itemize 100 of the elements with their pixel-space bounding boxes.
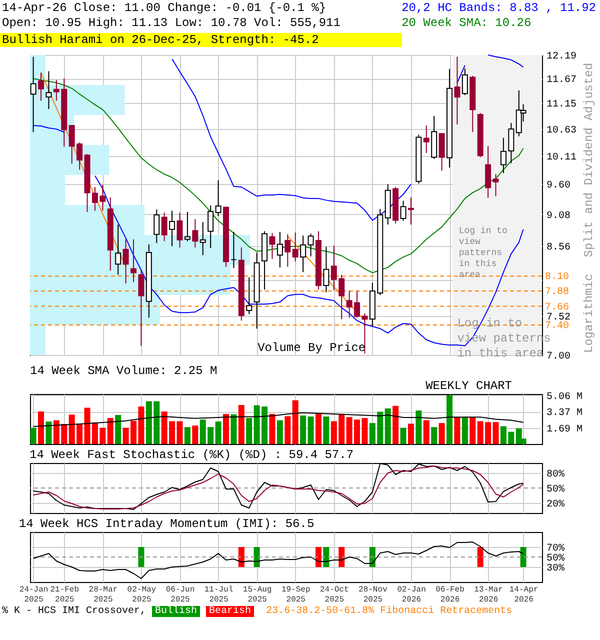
candlestick (122, 238, 129, 284)
x-tick-label: 14-Apr 2026 (509, 586, 538, 604)
text: Bullish (152, 606, 200, 617)
bar (438, 423, 445, 444)
bar (230, 414, 237, 444)
bar (292, 400, 298, 444)
x-tick-label: 02-Jan 2026 (397, 586, 426, 604)
bar (192, 426, 198, 444)
ref-line-label: 7.88 (545, 286, 570, 298)
y-tick-label: 50% (546, 554, 565, 564)
candlestick (46, 70, 52, 110)
candlestick (138, 270, 144, 346)
candlestick (454, 56, 460, 125)
candlestick (300, 235, 306, 273)
text: Bullish Harami on 26-Dec-25, Strength: -45.2 (0, 33, 402, 47)
y-tick-label: 10.63 (546, 126, 577, 137)
y-tick-label: 9.60 (546, 180, 571, 192)
candlestick (200, 222, 206, 256)
bar (107, 418, 114, 444)
y-tick-label: 9.08 (546, 210, 571, 222)
bar (308, 416, 314, 444)
chart-title: 14-Apr-26 Close: 11.00 Change: -0.01 {-0.1 %} (2, 1, 328, 16)
candlestick (400, 200, 406, 222)
y-tick-label: 1.69 M (546, 424, 583, 436)
bar (323, 416, 330, 444)
y-tick-label: 50% (546, 484, 565, 496)
chart-title: 14 Week SMA Volume: 2.25 M (30, 364, 218, 378)
candlestick (292, 232, 298, 262)
bar (446, 394, 453, 444)
bar (384, 408, 391, 444)
line-series (32, 412, 524, 427)
line-series (32, 542, 524, 579)
chart-subtitle: Open: 10.95 High: 11.13 Low: 10.78 Vol: 555,911 (2, 16, 340, 31)
bar (115, 414, 122, 444)
candlestick (161, 212, 168, 242)
bar (431, 427, 438, 444)
x-tick-label: 24-Oct 2025 (320, 586, 349, 604)
x-tick-label: 21-Feb 2025 (50, 586, 80, 604)
text: 23.6-38.2-50-61.8% Fibonacci Retracements (266, 606, 512, 617)
bar (46, 422, 52, 444)
candlestick (485, 146, 492, 198)
bar (269, 414, 276, 444)
y-tick-label: 11.67 (546, 75, 577, 86)
y-tick-label: 12.19 (546, 52, 577, 62)
x-tick-label: 06-Jun 2025 (166, 586, 195, 604)
candlestick (492, 174, 499, 197)
candlestick (308, 233, 314, 257)
candlestick (269, 232, 276, 260)
y-tick-label: 30% (546, 564, 565, 574)
y-tick-label: 7.00 (546, 352, 571, 362)
candlestick (323, 246, 330, 293)
bar (276, 420, 283, 444)
chart-title: 14 Week HCS Intraday Momentum (IMI): 56.5 (18, 517, 314, 531)
text: Bearish (206, 606, 254, 617)
bar (492, 422, 499, 444)
candlestick (462, 68, 468, 96)
candlestick (438, 132, 445, 172)
x-tick-label: 11-Jul 2025 (204, 586, 234, 604)
y-tick-label: 5.06 M (546, 392, 583, 403)
bar (408, 424, 414, 444)
bar (238, 404, 244, 444)
bar (284, 416, 291, 444)
candlestick (276, 231, 283, 268)
bar (300, 416, 306, 444)
x-tick-label: 06-Feb 2026 (436, 586, 465, 604)
bar (38, 412, 44, 444)
y-tick-label: 11.15 (546, 100, 577, 111)
candlestick (246, 276, 252, 315)
bar (462, 417, 468, 444)
x-tick-label: 15-Aug 2025 (242, 586, 272, 604)
legend-title: % K - HCS IMI Crossover, (2, 606, 148, 617)
bar (423, 420, 430, 444)
y-tick-label: 20% (546, 500, 565, 510)
candlestick (192, 218, 198, 248)
bar (222, 414, 229, 444)
candlestick (130, 238, 136, 283)
bar (246, 418, 252, 444)
x-tick-label: 28-Nov 2025 (358, 586, 388, 604)
candlestick (230, 231, 237, 269)
candlestick (215, 180, 222, 217)
text: 20 Week SMA: 10.26 (402, 16, 532, 31)
candlestick (154, 209, 160, 244)
candlestick (208, 204, 214, 249)
bar (392, 406, 399, 444)
x-tick-label: 19-Sep 2025 (281, 586, 310, 604)
y-tick-label: 3.37 M (546, 408, 583, 420)
text: 20,2 HC Bands: 8.83 , 11.92 (402, 1, 596, 16)
bar (30, 428, 36, 444)
candlestick (284, 234, 291, 268)
chart-title: 14 Week Fast Stochastic (%K) (%D) : 59.4 57.7 (30, 448, 354, 462)
candlestick (115, 224, 122, 276)
bar (215, 422, 222, 444)
bar (416, 410, 422, 444)
x-tick-label: 13-Mar 2026 (474, 586, 504, 604)
y-tick-label: 10.11 (546, 152, 577, 164)
text: WEEKLY CHART (426, 379, 512, 393)
candlestick (30, 56, 36, 133)
candlestick (408, 196, 414, 226)
candlestick (176, 212, 183, 248)
ref-line-label: 8.10 (545, 272, 570, 284)
